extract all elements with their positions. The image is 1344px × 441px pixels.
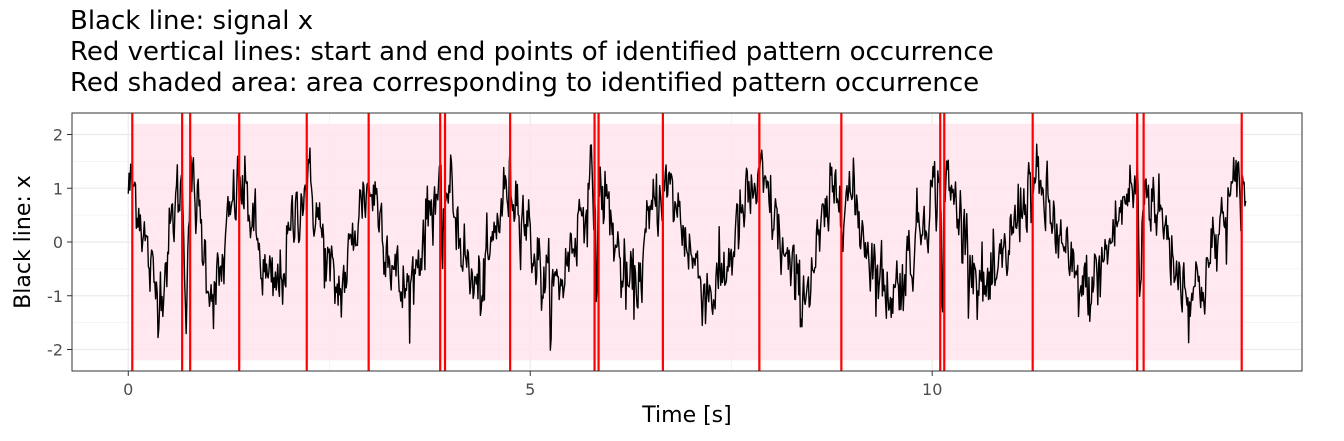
x-tick-label: 10 [922, 380, 942, 399]
y-tick-label: -1 [47, 287, 63, 306]
chart-title-line-3: Red shaded area: area corresponding to i… [70, 68, 980, 98]
tick-layer: 0 5 10 -2 -1 0 1 2 [47, 126, 942, 400]
signal-x-line [127, 143, 1247, 351]
x-tick-label: 5 [525, 380, 535, 399]
y-tick-label: 2 [53, 126, 63, 145]
y-tick-label: 0 [53, 233, 63, 252]
x-tick-label: 0 [123, 380, 133, 399]
chart-title-line-1: Black line: signal x [70, 6, 314, 36]
y-axis-title: Black line: x [11, 175, 36, 309]
y-tick-label: -2 [47, 341, 63, 360]
y-tick-label: 1 [53, 179, 63, 198]
boundary-layer [131, 113, 1243, 371]
x-axis-title: Time [s] [641, 403, 731, 428]
signal-layer [127, 143, 1247, 351]
chart-title-line-2: Red vertical lines: start and end points… [70, 37, 994, 67]
